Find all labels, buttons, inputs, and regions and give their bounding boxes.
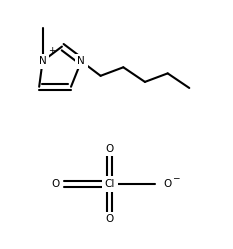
Text: O: O	[51, 179, 60, 189]
Text: O: O	[106, 144, 114, 154]
Text: Cl: Cl	[104, 179, 115, 189]
Text: −: −	[172, 174, 179, 183]
Text: N: N	[39, 56, 46, 66]
Text: +: +	[48, 47, 55, 56]
Text: O: O	[164, 179, 172, 189]
Text: O: O	[106, 214, 114, 224]
Text: N: N	[77, 56, 85, 66]
